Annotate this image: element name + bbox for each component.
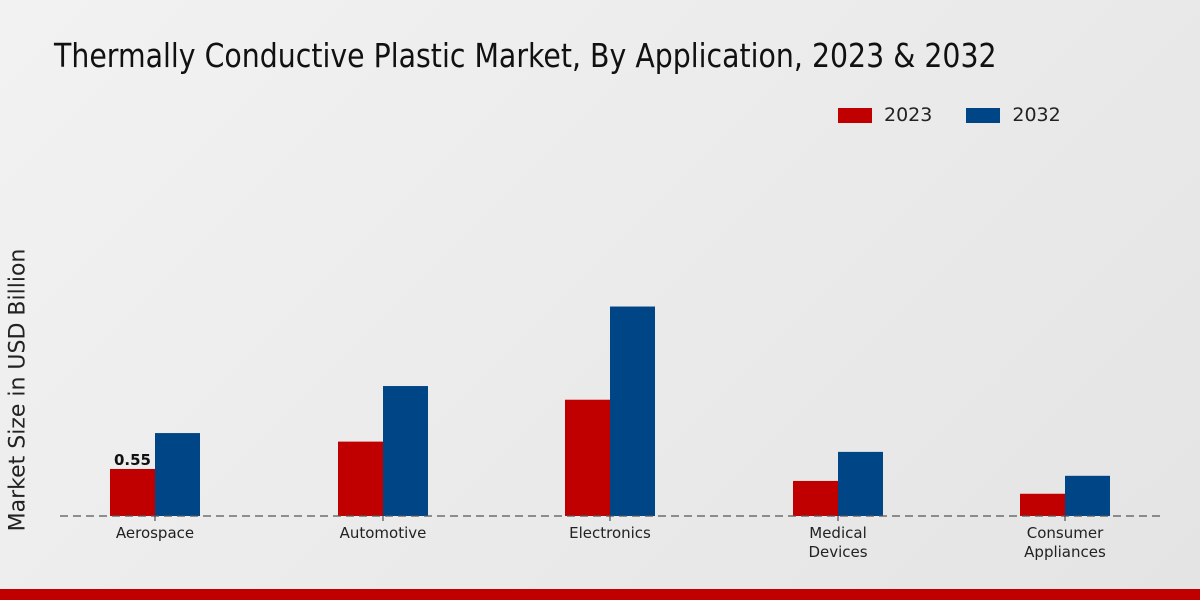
bar-2023-2 [565, 399, 610, 516]
x-tick-label: Consumer [1027, 524, 1104, 542]
footer-bar [0, 589, 1200, 600]
bar-2032-3 [838, 451, 883, 516]
bar-2032-2 [610, 306, 655, 516]
bar-2032-4 [1065, 475, 1110, 516]
x-tick-label: Electronics [569, 524, 651, 542]
data-label: 0.55 [114, 451, 151, 469]
x-tick-label: Automotive [340, 524, 427, 542]
legend-swatch [838, 107, 872, 123]
x-tick-label: Medical [809, 524, 866, 542]
chart-title: Thermally Conductive Plastic Market, By … [54, 36, 997, 75]
bar-2023-3 [793, 480, 838, 516]
legend-item-2023: 2023 [838, 104, 932, 126]
x-tick-label: Appliances [1024, 543, 1106, 561]
legend-swatch [966, 107, 1001, 123]
bar-2032-1 [383, 386, 428, 516]
x-tick-label: Aerospace [116, 524, 194, 542]
bar-2023-0 [110, 468, 155, 516]
legend-label: 2023 [884, 104, 933, 126]
legend: 2023 2032 [838, 104, 1061, 126]
bar-2023-4 [1020, 493, 1065, 516]
legend-label: 2032 [1012, 104, 1061, 126]
bar-2023-1 [338, 441, 383, 516]
legend-item-2032: 2032 [966, 104, 1061, 126]
bar-2032-0 [155, 433, 200, 516]
x-tick-label: Devices [808, 543, 867, 561]
